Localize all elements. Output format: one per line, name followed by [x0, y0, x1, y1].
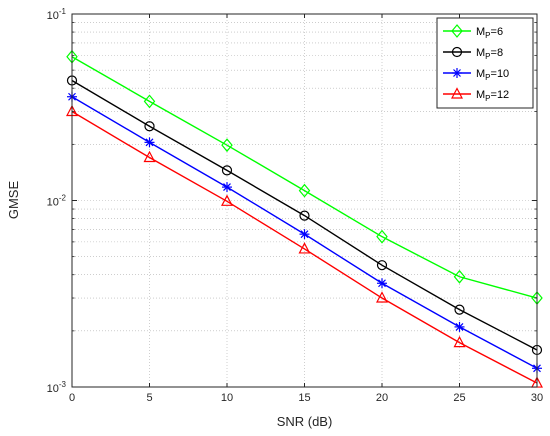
- x-tick-label: 20: [376, 392, 388, 404]
- y-tick-label: 10-1: [47, 7, 67, 22]
- series-line: [71, 56, 538, 299]
- data-point: [454, 304, 465, 315]
- y-tick-label: 10-2: [47, 194, 67, 209]
- ticks: 0 5 10 15 20 25 30 10-1 10-2 10-3: [47, 7, 544, 404]
- x-tick-label: 15: [298, 392, 310, 404]
- legend-entry: MP=12: [443, 87, 509, 103]
- x-axis-label: SNR (dB): [277, 414, 333, 429]
- data-point: [377, 278, 387, 289]
- data-point: [144, 121, 155, 132]
- data-point: [451, 46, 463, 58]
- x-tick-label: 30: [531, 392, 543, 404]
- data-point: [221, 165, 233, 176]
- data-point: [376, 229, 388, 244]
- data-point: [453, 335, 466, 348]
- legend: MP=6 MP=8 MP=10 MP=12: [436, 17, 534, 109]
- data-point: [144, 137, 155, 148]
- data-point: [298, 183, 311, 198]
- x-tick-label: 25: [453, 392, 465, 404]
- series-layer: [66, 49, 543, 388]
- data-point: [454, 321, 465, 332]
- data-point: [221, 194, 233, 206]
- data-point: [298, 242, 311, 254]
- legend-label: MP=12: [476, 89, 509, 103]
- x-tick-label: 5: [146, 392, 152, 404]
- data-point: [452, 68, 462, 78]
- data-point: [376, 260, 388, 271]
- legend-label: MP=8: [476, 47, 503, 61]
- data-point: [451, 24, 463, 38]
- legend-label: MP=10: [476, 68, 509, 82]
- data-point: [222, 182, 232, 193]
- y-tick-label: 10-3: [47, 380, 67, 395]
- data-point: [376, 291, 388, 303]
- y-axis-label: GMSE: [6, 181, 21, 220]
- data-point: [451, 87, 463, 99]
- series: [66, 75, 543, 356]
- data-point: [143, 150, 156, 163]
- legend-entry: MP=10: [443, 68, 509, 82]
- data-point: [299, 229, 310, 240]
- data-point: [143, 94, 156, 109]
- data-point: [453, 269, 466, 284]
- data-point: [221, 138, 233, 153]
- series-line: [71, 79, 538, 351]
- series-line: [71, 110, 538, 384]
- data-point: [299, 210, 310, 221]
- legend-label: MP=6: [476, 26, 503, 40]
- x-tick-label: 10: [221, 392, 233, 404]
- legend-entry: MP=8: [443, 46, 503, 61]
- x-tick-label: 0: [69, 392, 75, 404]
- legend-entry: MP=6: [443, 24, 503, 40]
